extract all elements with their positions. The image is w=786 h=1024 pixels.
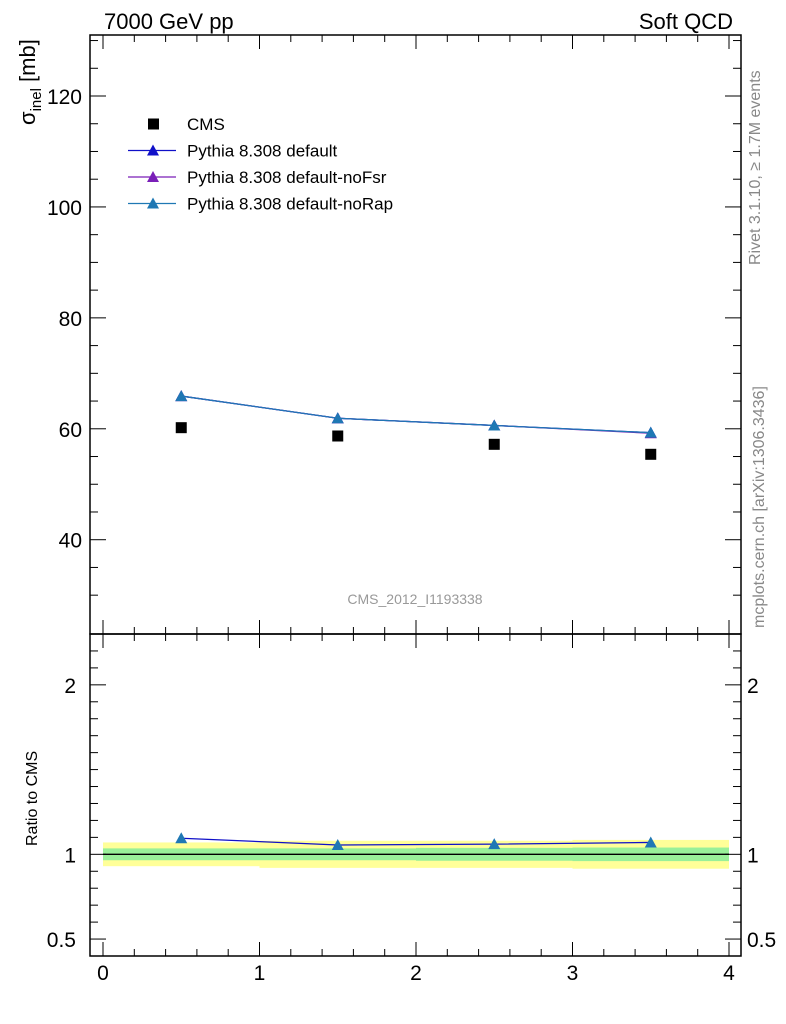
- cms-point: [645, 448, 657, 460]
- mc-point-3: [175, 390, 188, 402]
- mc-point-3: [331, 412, 344, 424]
- ratio-axes: 0.5 0.5 1 1 2 2 0 1 2 3 4: [47, 633, 776, 985]
- x-tick-label: 2: [410, 962, 422, 985]
- ratio-point: [644, 836, 657, 848]
- y-label-unit: [mb]: [15, 39, 40, 88]
- legend-label: Pythia 8.308 default: [187, 142, 338, 161]
- ratio-data: [175, 832, 657, 850]
- x-tick-label: 4: [723, 962, 735, 985]
- ratio-y-tick-label-right: 1: [747, 844, 759, 867]
- main-y-tick-label: 100: [47, 197, 82, 220]
- main-y-tick-label: 120: [47, 86, 82, 109]
- ratio-panel: 0.5 0.5 1 1 2 2 0 1 2 3 4 Ratio to CMS: [24, 633, 776, 985]
- ratio-y-tick-label: 1: [64, 844, 76, 867]
- mcplots-label: mcplots.cern.ch [arXiv:1306.3436]: [751, 386, 768, 628]
- legend-label: Pythia 8.308 default-noFsr: [187, 168, 387, 187]
- legend-marker-2: [147, 171, 159, 182]
- main-y-tick-label: 40: [59, 530, 82, 553]
- legend-label: Pythia 8.308 default-noRap: [187, 195, 393, 214]
- cms-point: [175, 422, 187, 434]
- mc-line-3: [181, 395, 651, 434]
- mc-point-3: [488, 419, 501, 431]
- mc-line-1: [181, 395, 651, 434]
- analysis-label: CMS_2012_I1193338: [347, 591, 482, 607]
- ratio-line: [181, 837, 651, 846]
- y-label-symbol: σ: [15, 111, 40, 125]
- ratio-frame: [89, 633, 742, 957]
- x-tick-label: 1: [254, 962, 266, 985]
- ratio-y-tick-label: 2: [64, 675, 76, 698]
- header-right: Soft QCD: [639, 9, 733, 34]
- cms-point: [332, 430, 344, 442]
- legend-marker-3: [147, 197, 159, 209]
- ratio-point: [331, 838, 344, 850]
- header-left: 7000 GeV pp: [104, 9, 234, 34]
- main-y-tick-label: 80: [59, 308, 82, 331]
- legend-label: CMS: [187, 115, 225, 134]
- main-y-tick-label: 60: [59, 419, 82, 442]
- x-tick-label: 0: [97, 962, 109, 985]
- mc-point-3: [644, 426, 657, 438]
- main-panel: 40 60 80 100 120 CMS_2012_I1193338 σinel [mb…: [15, 34, 742, 635]
- ratio-y-tick-label-right: 2: [747, 675, 759, 698]
- main-axes: 40 60 80 100 120: [47, 35, 741, 634]
- mc-line-2: [181, 395, 651, 434]
- ratio-y-tick-label-right: 0.5: [747, 929, 776, 952]
- legend-marker-1: [147, 144, 159, 156]
- ratio-bands: [103, 839, 729, 869]
- cms-point: [488, 438, 500, 450]
- y-label-subscript: inel: [28, 88, 45, 111]
- legend-marker-cms: [148, 118, 159, 130]
- main-data: [175, 390, 657, 460]
- legend: CMS Pythia 8.308 default Pythia 8.308 defa…: [128, 115, 393, 214]
- ratio-y-tick-label: 0.5: [47, 929, 76, 952]
- rivet-label: Rivet 3.1.10, ≥ 1.7M events: [747, 70, 764, 265]
- ratio-point: [175, 832, 188, 844]
- ratio-y-axis-label: Ratio to CMS: [24, 751, 41, 846]
- ratio-point: [488, 838, 501, 850]
- x-tick-label: 3: [567, 962, 579, 985]
- main-y-axis-label: σinel [mb]: [15, 39, 45, 125]
